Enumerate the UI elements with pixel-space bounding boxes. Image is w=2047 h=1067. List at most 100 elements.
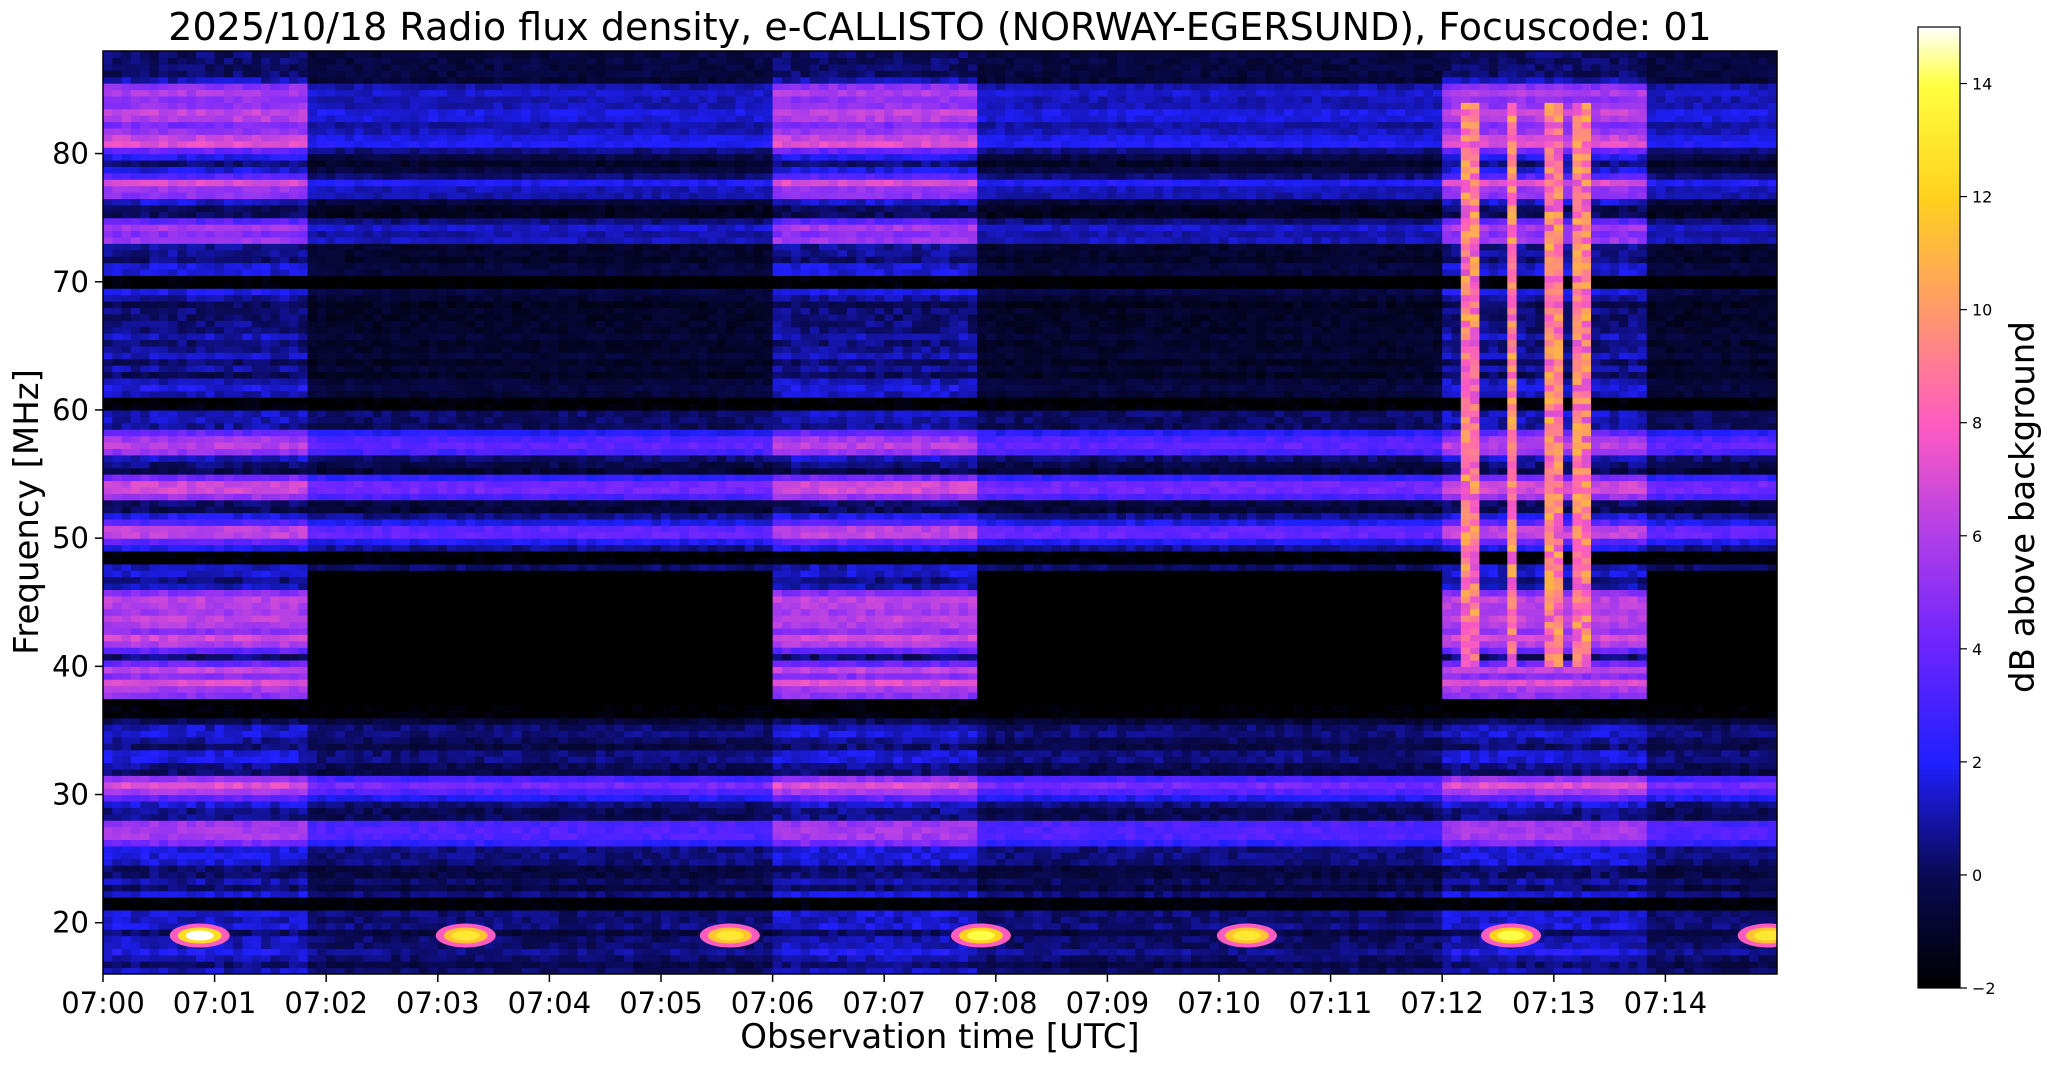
heatmap-cell — [958, 839, 969, 847]
heatmap-cell — [1377, 903, 1387, 911]
heatmap-cell — [400, 916, 411, 924]
heatmap-cell — [158, 865, 169, 873]
heatmap-cell — [242, 871, 253, 879]
heatmap-cell — [149, 865, 160, 873]
heatmap-cell — [1646, 865, 1657, 873]
heatmap-cell — [754, 800, 764, 808]
heatmap-cell — [772, 929, 783, 937]
heatmap-cell — [688, 832, 699, 840]
heatmap-cell — [930, 909, 941, 917]
heatmap-cell — [688, 929, 699, 937]
heatmap-cell — [633, 890, 643, 898]
heatmap-cell — [298, 935, 309, 943]
heatmap-cell — [484, 877, 495, 885]
heatmap-cell — [1126, 826, 1136, 834]
heatmap-cell — [1219, 954, 1229, 962]
heatmap-cell — [1060, 929, 1071, 937]
heatmap-cell — [363, 865, 374, 873]
heatmap-cell — [251, 884, 262, 892]
heatmap-cell — [1702, 897, 1713, 905]
heatmap-cell — [912, 922, 922, 930]
heatmap-cell — [391, 865, 402, 873]
heatmap-cell — [493, 922, 504, 930]
heatmap-cell — [1535, 922, 1546, 930]
heatmap-cell — [270, 929, 281, 937]
heatmap-cell — [307, 897, 318, 905]
heatmap-cell — [735, 852, 746, 860]
heatmap-cell — [419, 852, 430, 860]
heatmap-cell — [698, 941, 709, 949]
heatmap-cell — [902, 929, 913, 937]
heatmap-cell — [754, 897, 764, 905]
heatmap-cell — [800, 852, 811, 860]
heatmap-cell — [1051, 948, 1062, 956]
heatmap-cell — [707, 916, 718, 924]
heatmap-cell — [874, 967, 885, 974]
heatmap-cell — [902, 884, 913, 892]
heatmap-cell — [1256, 813, 1267, 821]
heatmap-cell — [670, 916, 681, 924]
heatmap-cell — [1274, 890, 1285, 898]
heatmap-cell — [902, 832, 913, 840]
heatmap-cell — [856, 941, 867, 949]
heatmap-cell — [1730, 852, 1741, 860]
heatmap-cell — [754, 948, 764, 956]
heatmap-cell — [642, 922, 653, 930]
heatmap-cell — [1209, 948, 1220, 956]
heatmap-cell — [140, 903, 151, 911]
heatmap-cell — [1302, 961, 1313, 969]
heatmap-cell — [1460, 865, 1471, 873]
heatmap-cell — [874, 941, 885, 949]
heatmap-cell — [1060, 877, 1071, 885]
heatmap-cell — [623, 813, 634, 821]
heatmap-cell — [233, 832, 244, 840]
heatmap-cell — [251, 954, 262, 962]
heatmap-cell — [1563, 858, 1573, 866]
heatmap-cell — [763, 929, 774, 937]
heatmap-cell — [326, 909, 337, 917]
heatmap-cell — [1451, 909, 1462, 917]
heatmap-cell — [521, 865, 532, 873]
heatmap-cell — [800, 807, 811, 815]
heatmap-cell — [307, 852, 318, 860]
heatmap-cell — [1525, 839, 1536, 847]
heatmap-cell — [242, 832, 253, 840]
heatmap-cell — [856, 845, 867, 853]
heatmap-cell — [391, 871, 402, 879]
heatmap-cell — [633, 935, 643, 943]
heatmap-cell — [177, 961, 188, 969]
heatmap-cell — [1312, 871, 1322, 879]
heatmap-cell — [158, 954, 169, 962]
heatmap-cell — [623, 948, 634, 956]
heatmap-cell — [1005, 871, 1015, 879]
heatmap-cell — [791, 858, 802, 866]
heatmap-cell — [1628, 961, 1639, 969]
heatmap-cell — [577, 794, 588, 802]
heatmap-cell — [754, 961, 764, 969]
heatmap-cell — [809, 839, 820, 847]
heatmap-cell — [400, 858, 411, 866]
heatmap-cell — [140, 884, 151, 892]
heatmap-cell — [1144, 961, 1155, 969]
heatmap-cell — [763, 884, 774, 892]
heatmap-cell — [1330, 832, 1341, 840]
heatmap-cell — [270, 967, 281, 974]
heatmap-cell — [1386, 884, 1397, 892]
heatmap-cell — [1088, 909, 1099, 917]
heatmap-cell — [1330, 929, 1341, 937]
heatmap-cell — [121, 800, 132, 808]
heatmap-cell — [475, 845, 485, 853]
heatmap-cell — [419, 922, 430, 930]
heatmap-cell — [447, 967, 457, 974]
heatmap-cell — [502, 820, 513, 828]
heatmap-cell — [1749, 954, 1759, 962]
heatmap-cell — [754, 858, 764, 866]
heatmap-cell — [1377, 839, 1387, 847]
heatmap-cell — [1525, 807, 1536, 815]
heatmap-cell — [1656, 839, 1666, 847]
heatmap-cell — [437, 948, 448, 956]
heatmap-cell — [1758, 909, 1769, 917]
heatmap-cell — [1339, 839, 1350, 847]
heatmap-cell — [716, 890, 727, 898]
heatmap-cell — [940, 800, 950, 808]
